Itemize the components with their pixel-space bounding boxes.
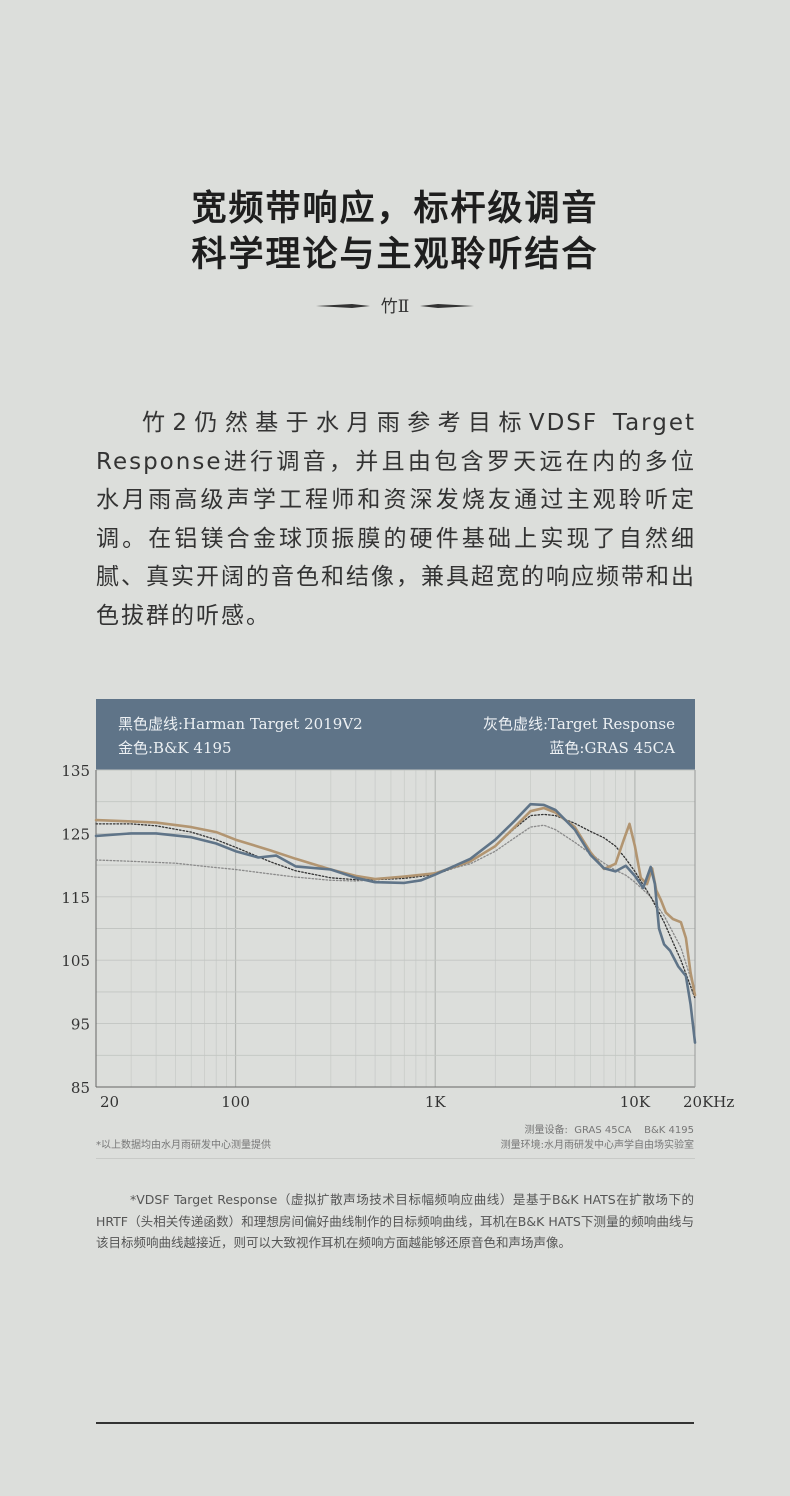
y-tick-label: 115 [61, 889, 90, 907]
source-note: *以上数据均由水月雨研发中心测量提供 [96, 1140, 271, 1151]
headline-line-2: 科学理论与主观聆听结合 [191, 235, 599, 275]
legend-bk: 金色:B&K 4195 [118, 739, 232, 757]
series-line-harman-target-2019v2 [95, 813, 696, 999]
y-tick-label: 85 [71, 1079, 90, 1097]
divider-left-ornament [316, 304, 370, 308]
y-tick-label: 95 [71, 1016, 90, 1034]
chart-legend-panel: 黑色虚线:Harman Target 2019V2 金色:B&K 4195 灰色… [96, 699, 695, 770]
headline: 宽频带响应，标杆级调音 科学理论与主观聆听结合 [0, 186, 790, 278]
intro-paragraph: 竹2仍然基于水月雨参考目标VDSF Target Response进行调音，并且… [96, 410, 696, 629]
series-line-b-k-4195 [94, 806, 697, 997]
measurement-device: 测量设备: GRAS 45CA B&K 4195 [524, 1125, 695, 1136]
legend-target: 灰色虚线:Target Response [482, 715, 675, 733]
x-tick-label: 10K [620, 1093, 651, 1111]
legend-harman: 黑色虚线:Harman Target 2019V2 [118, 715, 363, 733]
product-mark: 竹Ⅱ [380, 297, 410, 317]
x-tick-label: 20 [100, 1093, 119, 1111]
ornamental-divider [316, 304, 474, 308]
x-tick-label: 100 [221, 1093, 250, 1111]
y-tick-label: 105 [61, 952, 90, 970]
divider-right-ornament [420, 304, 474, 308]
vdsf-footnote: *VDSF Target Response（虚拟扩散声场技术目标幅频响应曲线）是… [96, 1192, 694, 1250]
measurement-environment: 测量环境:水月雨研发中心声学自由场实验室 [500, 1140, 694, 1151]
headline-line-1: 宽频带响应，标杆级调音 [191, 189, 599, 229]
y-tick-label: 125 [61, 825, 90, 843]
y-tick-label: 135 [61, 762, 90, 780]
x-tick-label: 1K [425, 1093, 447, 1111]
series-line-target-response [95, 824, 696, 993]
bottom-rule [96, 1422, 694, 1424]
series-line-gras-45ca [94, 802, 697, 1044]
legend-gras: 蓝色:GRAS 45CA [549, 739, 675, 757]
separator-line [96, 1158, 695, 1159]
x-tick-label: 20KHz [683, 1093, 734, 1111]
